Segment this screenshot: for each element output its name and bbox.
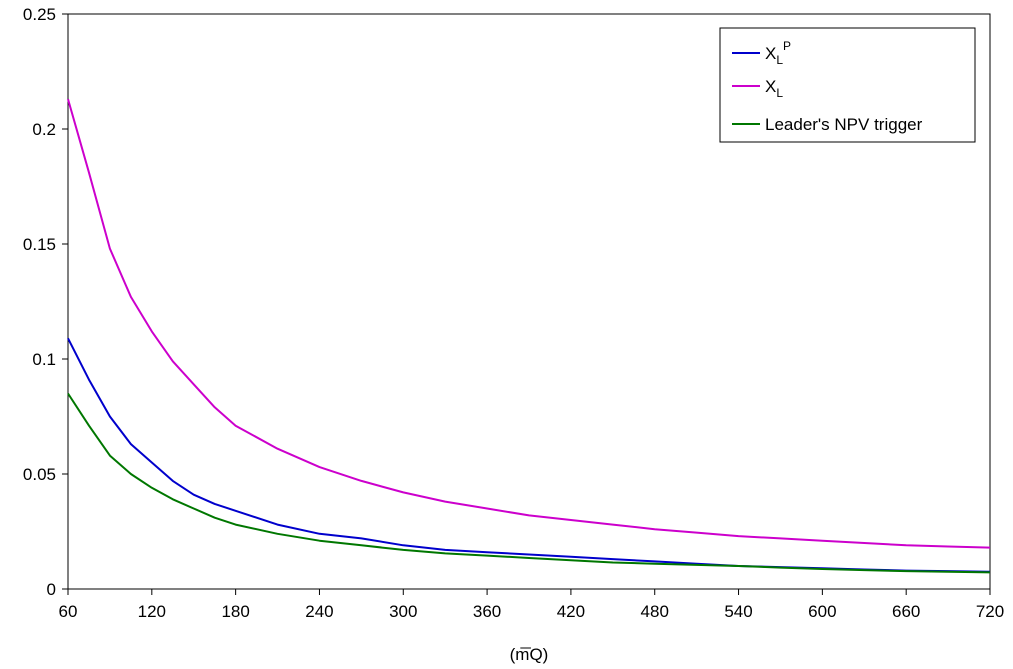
x-tick-label: 600 [808, 602, 836, 621]
x-tick-label: 180 [221, 602, 249, 621]
legend-label-2: XL [765, 77, 783, 100]
y-axis-ticks: 0 0.05 0.1 0.15 0.2 0.25 [23, 5, 68, 599]
legend-label-3: Leader's NPV trigger [765, 115, 923, 134]
legend-label-subscript: L [776, 53, 783, 67]
series-line-3 [67, 392, 991, 574]
series-lines [67, 98, 991, 574]
x-tick-label: 720 [976, 602, 1004, 621]
x-tick-label: 480 [641, 602, 669, 621]
legend-label-superscript: P [783, 39, 791, 53]
legend-label-main: X [765, 44, 776, 63]
x-tick-label: 420 [557, 602, 585, 621]
x-tick-label: 660 [892, 602, 920, 621]
series-line-2 [67, 98, 991, 549]
x-tick-label: 240 [305, 602, 333, 621]
legend-box [719, 27, 976, 143]
y-tick-label: 0.15 [23, 235, 56, 254]
y-tick-label: 0.2 [32, 120, 56, 139]
y-tick-label: 0 [47, 580, 56, 599]
x-axis-title: (mQ) [510, 645, 549, 664]
x-axis-ticks: 60 120 180 240 300 360 420 480 540 600 660 720 [59, 589, 1004, 621]
legend-label-main: X [765, 77, 776, 96]
y-tick-label: 0.1 [32, 350, 56, 369]
y-tick-label: 0.25 [23, 5, 56, 24]
x-tick-label: 300 [389, 602, 417, 621]
legend-label-1: XLP [765, 39, 791, 67]
legend-label-subscript: L [776, 86, 783, 100]
x-tick-label: 120 [138, 602, 166, 621]
x-tick-label: 540 [724, 602, 752, 621]
x-tick-label: 360 [473, 602, 501, 621]
y-tick-label: 0.05 [23, 465, 56, 484]
legend-label-main: Leader's NPV trigger [765, 115, 923, 134]
x-tick-label: 60 [59, 602, 78, 621]
